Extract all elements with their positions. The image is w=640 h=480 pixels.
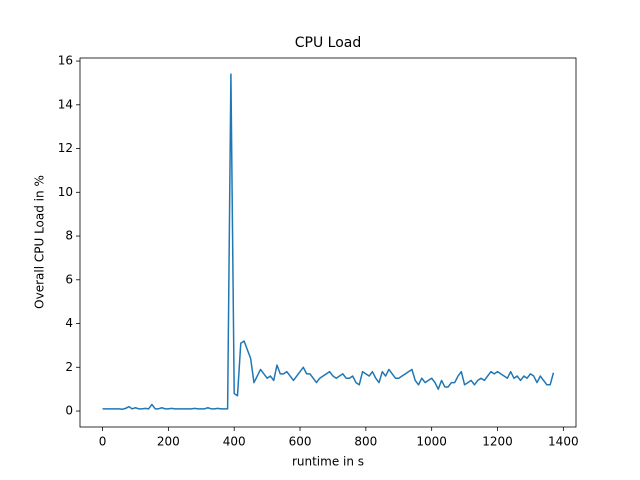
data-line — [102, 73, 555, 411]
y-axis-label: Overall CPU Load in % — [33, 175, 47, 309]
y-tick-label: 12 — [58, 141, 73, 155]
x-tick-label: 1000 — [416, 435, 447, 449]
y-tick-label: 10 — [58, 185, 73, 199]
x-axis-label: runtime in s — [292, 455, 364, 469]
x-tick-label: 600 — [289, 435, 312, 449]
y-tick-label: 2 — [65, 360, 73, 374]
x-tick-label: 1400 — [548, 435, 579, 449]
y-tick-label: 4 — [65, 316, 73, 330]
y-tick-label: 6 — [65, 272, 73, 286]
plot-frame — [79, 57, 577, 428]
x-tick-label: 0 — [99, 435, 107, 449]
y-tick-label: 8 — [65, 229, 73, 243]
y-tick-label: 16 — [58, 54, 73, 68]
y-tick-label: 0 — [65, 404, 73, 418]
x-tick-label: 1200 — [482, 435, 513, 449]
chart-title: CPU Load — [295, 35, 362, 51]
x-tick-label: 400 — [223, 435, 246, 449]
x-tick-label: 200 — [157, 435, 180, 449]
x-tick-label: 800 — [354, 435, 377, 449]
y-tick-label: 14 — [58, 97, 73, 111]
